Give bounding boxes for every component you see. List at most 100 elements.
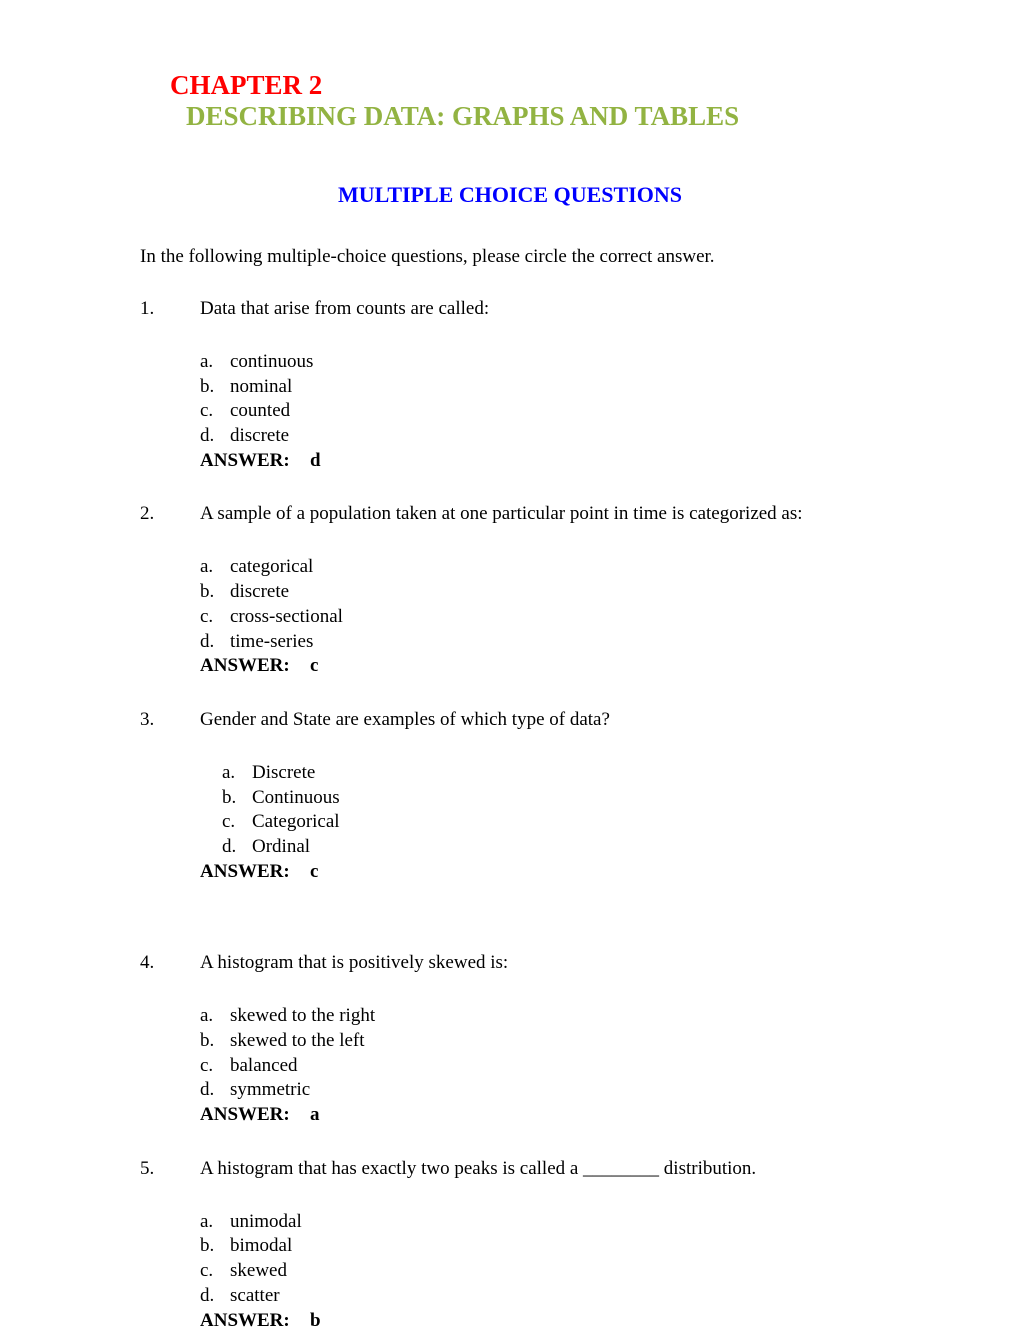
option-row: d.Ordinal (222, 835, 880, 860)
answer-value: c (310, 861, 318, 882)
option-row: c.Categorical (222, 810, 880, 835)
answer-value: d (310, 450, 321, 471)
section-title: MULTIPLE CHOICE QUESTIONS (140, 182, 880, 208)
answer-label: ANSWER: (200, 860, 310, 885)
option-row: c.cross-sectional (200, 605, 880, 630)
question-number: 4. (140, 952, 200, 1127)
instructions-text: In the following multiple-choice questio… (140, 246, 880, 268)
option-row: a.Discrete (222, 761, 880, 786)
option-text: Categorical (252, 810, 340, 835)
option-letter: d. (222, 835, 252, 860)
option-row: c.balanced (200, 1054, 880, 1079)
question-block: 3.Gender and State are examples of which… (140, 709, 880, 884)
option-row: a.categorical (200, 555, 880, 580)
question-text: A histogram that is positively skewed is… (200, 952, 880, 974)
option-row: d.symmetric (200, 1078, 880, 1103)
option-letter: d. (200, 1284, 230, 1309)
options-list: a.categoricalb.discretec.cross-sectional… (200, 555, 880, 654)
option-row: d.scatter (200, 1284, 880, 1309)
answer-row: ANSWER:c (200, 654, 880, 679)
question-content: A histogram that has exactly two peaks i… (200, 1158, 880, 1333)
option-text: cross-sectional (230, 605, 343, 630)
option-row: a.continuous (200, 350, 880, 375)
option-text: Ordinal (252, 835, 310, 860)
question-block: 1.Data that arise from counts are called… (140, 298, 880, 473)
question-content: Gender and State are examples of which t… (200, 709, 880, 884)
option-row: c.counted (200, 399, 880, 424)
answer-value: b (310, 1310, 321, 1331)
option-text: balanced (230, 1054, 298, 1079)
option-text: skewed (230, 1259, 287, 1284)
option-letter: b. (200, 1029, 230, 1054)
question-number: 5. (140, 1158, 200, 1333)
option-letter: c. (200, 1054, 230, 1079)
option-row: d.time-series (200, 630, 880, 655)
option-letter: d. (200, 630, 230, 655)
option-letter: b. (200, 375, 230, 400)
question-content: Data that arise from counts are called: a… (200, 298, 880, 473)
options-list: a.continuousb.nominalc.countedd.discrete (200, 350, 880, 449)
option-text: nominal (230, 375, 292, 400)
option-text: continuous (230, 350, 313, 375)
answer-label: ANSWER: (200, 449, 310, 474)
answer-row: ANSWER:c (200, 860, 880, 885)
options-list: a.unimodalb.bimodalc.skewedd.scatter (200, 1210, 880, 1309)
option-text: Continuous (252, 786, 340, 811)
option-letter: b. (200, 1234, 230, 1259)
option-text: discrete (230, 424, 289, 449)
option-text: skewed to the right (230, 1004, 375, 1029)
options-list: a.Discreteb.Continuousc.Categoricald.Ord… (200, 761, 880, 860)
option-letter: c. (200, 399, 230, 424)
question-block: 2.A sample of a population taken at one … (140, 503, 880, 678)
option-row: d.discrete (200, 424, 880, 449)
option-text: scatter (230, 1284, 280, 1309)
options-list: a.skewed to the rightb.skewed to the lef… (200, 1004, 880, 1103)
question-text: Gender and State are examples of which t… (200, 709, 880, 731)
question-text: Data that arise from counts are called: (200, 298, 880, 320)
option-text: categorical (230, 555, 313, 580)
option-letter: a. (200, 1210, 230, 1235)
option-text: time-series (230, 630, 313, 655)
option-row: b.Continuous (222, 786, 880, 811)
option-letter: b. (200, 580, 230, 605)
option-row: a.skewed to the right (200, 1004, 880, 1029)
option-letter: a. (222, 761, 252, 786)
option-letter: a. (200, 555, 230, 580)
answer-value: c (310, 655, 318, 676)
option-letter: c. (222, 810, 252, 835)
question-number: 2. (140, 503, 200, 678)
option-letter: d. (200, 424, 230, 449)
option-text: bimodal (230, 1234, 292, 1259)
answer-row: ANSWER:d (200, 449, 880, 474)
questions-container: 1.Data that arise from counts are called… (140, 298, 880, 1333)
option-row: b.skewed to the left (200, 1029, 880, 1054)
answer-label: ANSWER: (200, 1309, 310, 1333)
option-letter: d. (200, 1078, 230, 1103)
question-number: 1. (140, 298, 200, 473)
option-text: discrete (230, 580, 289, 605)
option-row: b.discrete (200, 580, 880, 605)
option-letter: a. (200, 350, 230, 375)
option-row: b.bimodal (200, 1234, 880, 1259)
option-text: unimodal (230, 1210, 302, 1235)
chapter-subtitle: DESCRIBING DATA: GRAPHS AND TABLES (186, 101, 880, 132)
option-letter: c. (200, 1259, 230, 1284)
answer-value: a (310, 1104, 320, 1125)
option-letter: a. (200, 1004, 230, 1029)
answer-label: ANSWER: (200, 654, 310, 679)
answer-row: ANSWER:b (200, 1309, 880, 1333)
option-text: skewed to the left (230, 1029, 365, 1054)
answer-row: ANSWER:a (200, 1103, 880, 1128)
option-text: Discrete (252, 761, 315, 786)
option-letter: c. (200, 605, 230, 630)
answer-label: ANSWER: (200, 1103, 310, 1128)
option-text: counted (230, 399, 290, 424)
question-content: A sample of a population taken at one pa… (200, 503, 880, 678)
question-text: A sample of a population taken at one pa… (200, 503, 880, 525)
chapter-title: CHAPTER 2 (170, 70, 880, 101)
question-number: 3. (140, 709, 200, 884)
option-text: symmetric (230, 1078, 310, 1103)
option-row: a.unimodal (200, 1210, 880, 1235)
option-row: c.skewed (200, 1259, 880, 1284)
option-row: b.nominal (200, 375, 880, 400)
